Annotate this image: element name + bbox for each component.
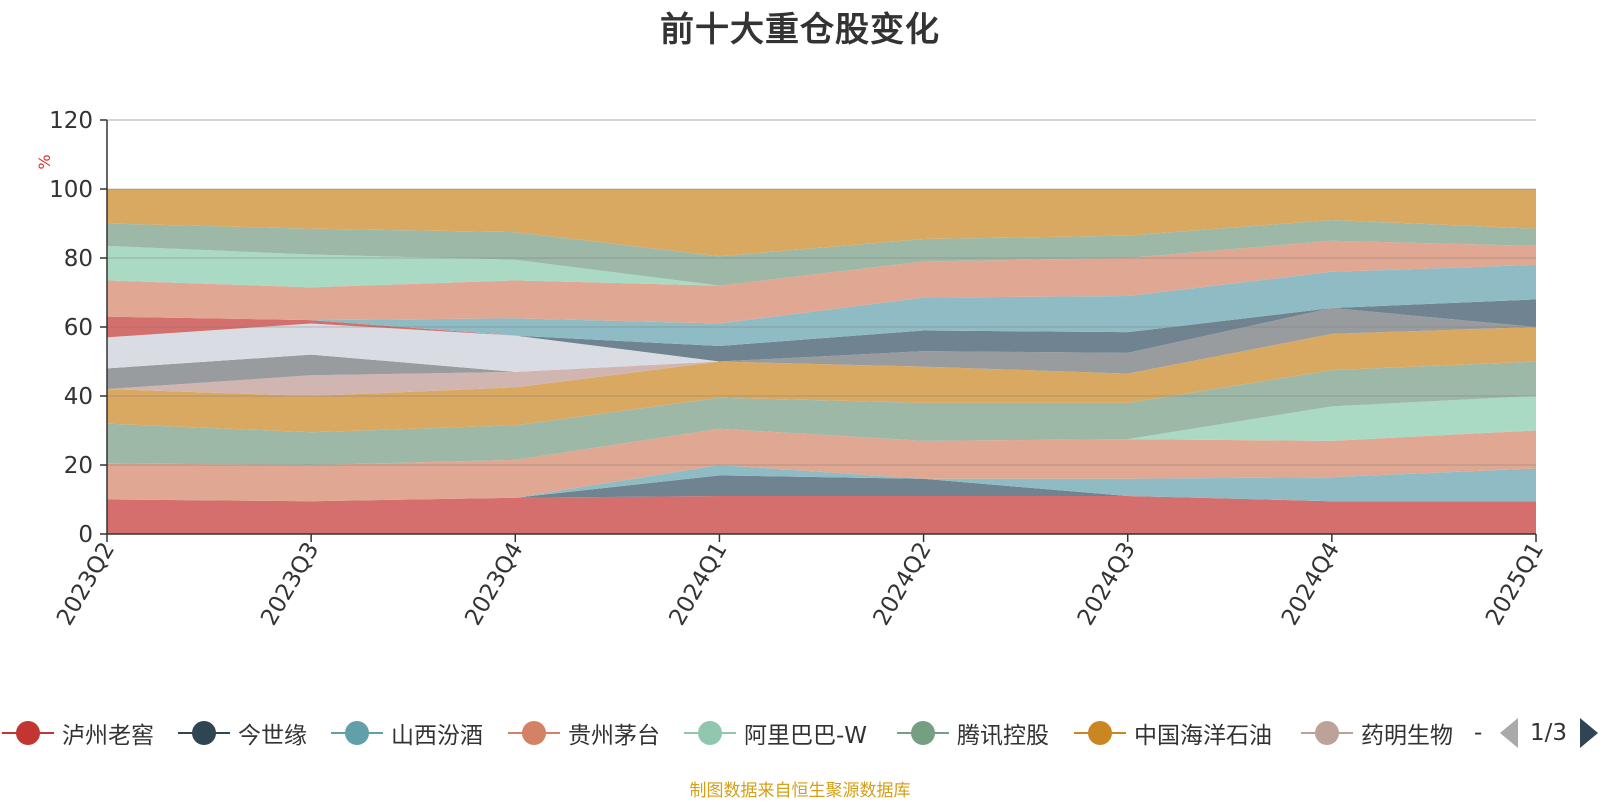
legend-prev-page-icon[interactable]	[1500, 718, 1518, 748]
x-tick-label-0: 2023Q2	[52, 538, 120, 630]
x-tick-label-4: 2024Q2	[869, 538, 937, 630]
y-tick-label-80: 80	[64, 246, 93, 272]
legend-label: 山西汾酒	[391, 723, 483, 749]
legend-item[interactable]: 药明生物	[1301, 716, 1453, 750]
legend-marker-icon	[684, 718, 736, 748]
legend-marker-icon	[2, 718, 54, 748]
area-layer-2	[107, 465, 1536, 502]
y-tick-label-0: 0	[78, 522, 93, 548]
legend-label: 贵州茅台	[568, 723, 660, 749]
legend-item[interactable]: 中国海洋石油	[1074, 716, 1272, 750]
chart-title: 前十大重仓股变化	[660, 10, 940, 50]
area-layer-5	[107, 361, 1536, 465]
area-layer-1	[107, 475, 1536, 502]
x-tick-label-2: 2023Q4	[460, 538, 528, 630]
legend-marker-icon	[508, 718, 560, 748]
y-tick-label-120: 120	[49, 108, 93, 134]
area-layer-4	[107, 396, 1536, 465]
y-axis-label: %	[35, 154, 54, 169]
legend-item[interactable]: 山西汾酒	[331, 716, 483, 750]
area-layer-14	[107, 240, 1536, 288]
area-layer-12	[107, 264, 1536, 346]
legend-marker-icon	[331, 718, 383, 748]
legend-next-page-icon[interactable]	[1580, 718, 1598, 748]
area-layer-6	[107, 327, 1536, 433]
x-tick-label-6: 2024Q4	[1277, 538, 1345, 630]
area-layer-13	[107, 240, 1536, 324]
area-layer-8	[107, 308, 1536, 390]
area-layer-3	[107, 428, 1536, 502]
legend-marker-icon	[897, 718, 949, 748]
area-layer-0	[107, 496, 1536, 534]
area-layer-15	[107, 220, 1536, 286]
legend-label: 阿里巴巴-W	[744, 723, 868, 749]
y-tick-label-60: 60	[64, 315, 93, 341]
legend-label: 泸州老窖	[62, 723, 154, 749]
x-tick-label-5: 2024Q3	[1073, 538, 1141, 630]
area-layer-11	[107, 299, 1536, 362]
legend-item[interactable]: 今世缘	[178, 716, 307, 750]
legend-marker-icon	[178, 718, 230, 748]
stacked-area-chart: 0 20 40 60 80 100 120% 2023Q2 2023Q3 2023Q4 2024Q1…	[35, 108, 1549, 630]
x-tick-label-1: 2023Q3	[256, 538, 324, 630]
area-layer-9	[107, 308, 1536, 372]
legend-item[interactable]: 阿里巴巴-W	[684, 716, 867, 750]
area-layer-7	[107, 327, 1536, 396]
area-layer-16	[107, 189, 1536, 257]
legend-label: 今世缘	[238, 723, 307, 749]
legend-item[interactable]: 腾讯控股	[897, 716, 1049, 750]
source-footnote: 制图数据来自恒生聚源数据库	[689, 781, 911, 801]
legend-label: 腾讯控股	[957, 723, 1049, 749]
y-tick-label-100: 100	[49, 177, 93, 203]
y-tick-label-20: 20	[64, 453, 93, 479]
legend: 泸州老窖 今世缘 山西汾酒 贵州茅台 阿里巴巴-W 腾讯控股 中国海洋石油 药明生物 -	[0, 716, 1600, 752]
legend-marker-icon	[1301, 718, 1353, 748]
legend-label: 药明生物	[1361, 723, 1453, 749]
legend-item[interactable]: 泸州老窖	[2, 716, 154, 750]
legend-marker-icon	[1074, 718, 1126, 748]
legend-label: 中国海洋石油	[1134, 723, 1272, 749]
legend-page-indicator: 1/3	[1530, 720, 1568, 746]
y-tick-label-40: 40	[64, 384, 93, 410]
legend-overflow-marker: -	[1474, 720, 1483, 746]
legend-item[interactable]: 贵州茅台	[508, 716, 660, 750]
x-tick-label-7: 2025Q1	[1481, 538, 1549, 630]
x-tick-label-3: 2024Q1	[664, 538, 732, 630]
